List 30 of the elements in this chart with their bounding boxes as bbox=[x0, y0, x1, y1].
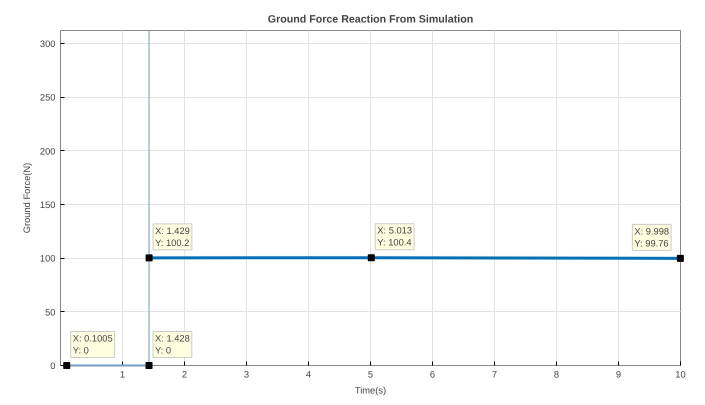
annotation: X: 5.013 Y: 100.4 bbox=[377, 226, 412, 248]
y-axis-title: Ground Force(N) bbox=[22, 162, 32, 234]
y-tick-label: 50 bbox=[45, 307, 56, 318]
x-tick-label: 10 bbox=[675, 370, 686, 380]
x-axis-title: Time(s) bbox=[354, 386, 386, 396]
x-tick-label: 7 bbox=[492, 370, 498, 380]
x-tick-label: 4 bbox=[306, 370, 312, 380]
point bbox=[63, 362, 70, 369]
y-tick-label: 200 bbox=[40, 146, 56, 156]
point bbox=[146, 362, 153, 369]
x-tick-label: 5 bbox=[368, 370, 374, 380]
point bbox=[368, 254, 375, 262]
y-tick-label: 150 bbox=[40, 200, 56, 210]
chart-title: Ground Force Reaction From Simulation bbox=[268, 14, 474, 26]
x-tick-label: 3 bbox=[244, 370, 250, 380]
x-tick-label: 9 bbox=[616, 370, 622, 380]
x-tick-label: 1 bbox=[120, 370, 126, 380]
y-tick-label: 300 bbox=[40, 38, 56, 49]
y-tick-label: 0 bbox=[50, 361, 56, 371]
point bbox=[146, 254, 153, 262]
y-tick-label: 250 bbox=[40, 92, 56, 103]
y-tick-label: 100 bbox=[40, 254, 56, 264]
annotation: X: 9.998 Y: 99.76 bbox=[634, 226, 670, 248]
annotation: X: 1.429 Y: 100.2 bbox=[155, 226, 190, 248]
x-tick-label: 2 bbox=[182, 370, 188, 380]
x-tick-label: 6 bbox=[430, 370, 436, 380]
annotation: X: 1.428 Y: 0 bbox=[155, 334, 190, 356]
point bbox=[676, 254, 684, 262]
x-tick-label: 8 bbox=[554, 370, 560, 380]
annotation: X: 0.1005 Y: 0 bbox=[72, 334, 113, 356]
